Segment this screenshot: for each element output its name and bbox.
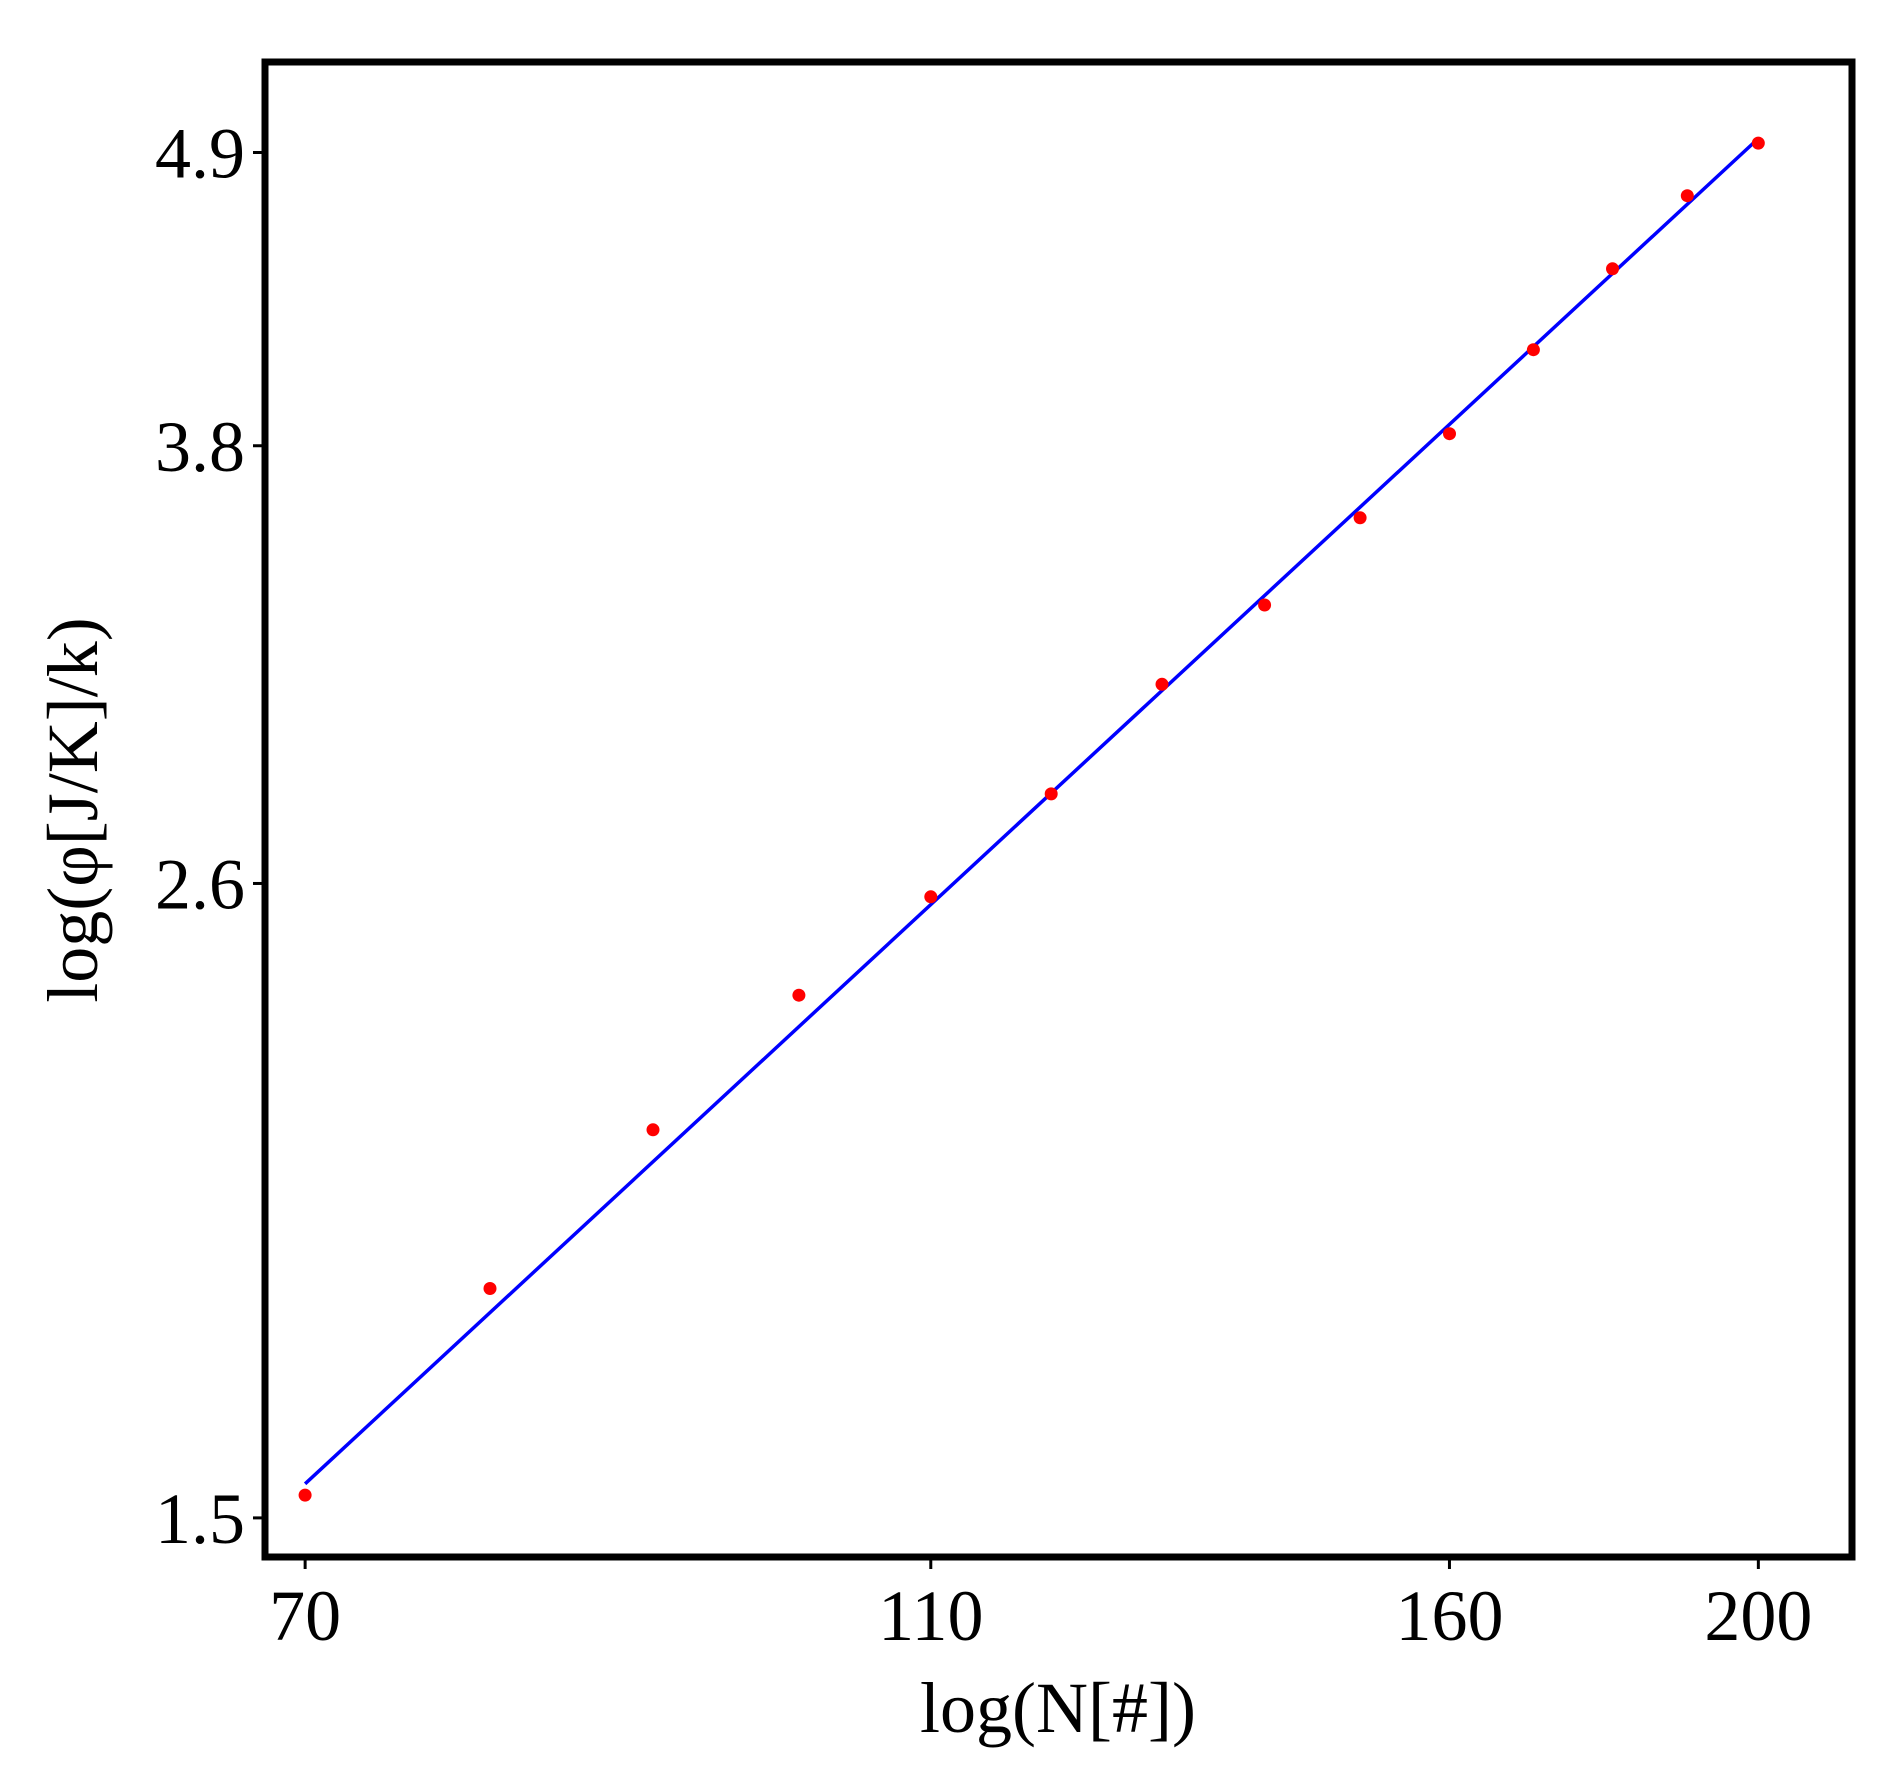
- data-point: [1155, 677, 1169, 691]
- data-point: [792, 988, 806, 1002]
- data-point: [1443, 427, 1456, 441]
- plot-frame: [261, 58, 1856, 1561]
- y-tick-label: 3.8: [155, 407, 245, 487]
- x-tick-label: 200: [1704, 1576, 1812, 1656]
- x-tick-label: 160: [1395, 1576, 1503, 1656]
- y-tick-label: 2.6: [155, 844, 245, 924]
- data-point: [924, 890, 938, 904]
- data-point: [1258, 598, 1272, 612]
- x-tick-label: 70: [269, 1576, 341, 1656]
- data-point: [298, 1488, 312, 1502]
- data-point: [483, 1282, 497, 1295]
- y-axis-label: log(φ[J/K]/k): [33, 617, 113, 1003]
- plot-area: [298, 136, 1765, 1502]
- data-point: [1751, 136, 1765, 150]
- axis-ticks: 70 110 160 200 1.5 2.6 3.8 4.9: [155, 114, 1812, 1656]
- y-tick-label: 4.9: [155, 114, 245, 194]
- fit-line: [303, 137, 1760, 1486]
- x-axis-label: log(N[#]): [920, 1668, 1196, 1748]
- data-point: [1353, 511, 1367, 525]
- y-tick-label: 1.5: [155, 1479, 245, 1559]
- data-point: [1526, 343, 1540, 357]
- x-tick-label: 110: [878, 1576, 983, 1656]
- data-point: [1680, 189, 1694, 203]
- data-point: [1606, 262, 1619, 276]
- data-point: [646, 1123, 660, 1137]
- data-point: [1044, 787, 1058, 801]
